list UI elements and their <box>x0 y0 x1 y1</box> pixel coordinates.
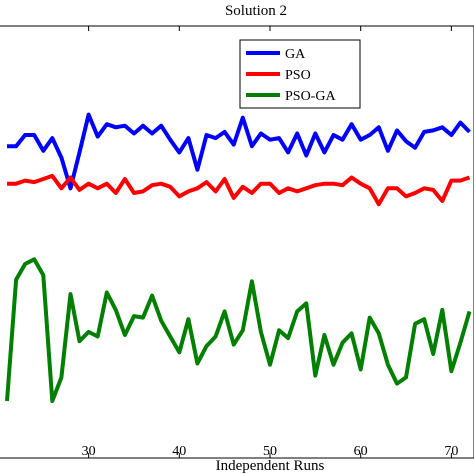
legend-label-ga: GA <box>285 47 306 62</box>
x-tick-label: 30 <box>82 444 96 459</box>
x-tick-label: 40 <box>172 444 186 459</box>
series-line-pso-ga <box>5 257 472 403</box>
plot-area <box>0 25 474 459</box>
x-tick-label: 70 <box>444 444 458 459</box>
chart-title: Solution 2 <box>225 3 287 19</box>
x-tick-label: 50 <box>263 444 277 459</box>
legend-label-pso: PSO <box>285 68 311 83</box>
x-axis-label: Independent Runs <box>216 458 325 474</box>
series-line-ga <box>7 112 471 191</box>
x-tick-label: 60 <box>354 444 368 459</box>
x-axis-ticks: 30 40 50 60 70 <box>82 26 458 459</box>
legend: GA PSO PSO-GA <box>239 39 361 109</box>
legend-label-pso-ga: PSO-GA <box>285 89 336 104</box>
series-line-pso <box>7 173 471 207</box>
series-lines <box>5 112 472 403</box>
